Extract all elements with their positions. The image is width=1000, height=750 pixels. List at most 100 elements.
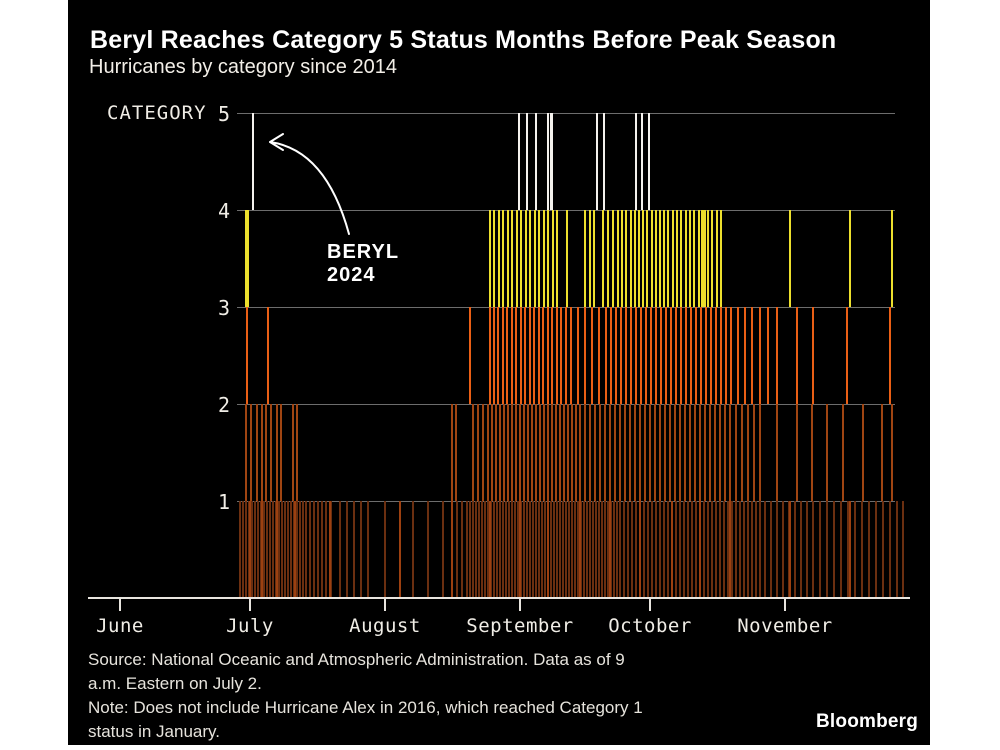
x-axis-label-september: September — [466, 615, 574, 637]
hurricane-line-cat1 — [242, 501, 244, 598]
hurricane-line-cat1 — [868, 501, 870, 598]
hurricane-line-cat4 — [849, 210, 851, 307]
hurricane-line-cat5 — [252, 113, 254, 210]
hurricane-line-cat1 — [782, 501, 784, 598]
hurricane-line-cat1 — [296, 501, 298, 598]
hurricane-line-cat4 — [700, 210, 706, 307]
hurricane-line-cat2 — [724, 404, 726, 501]
hurricane-line-cat3 — [511, 307, 513, 404]
hurricane-line-cat2 — [527, 404, 529, 501]
hurricane-line-cat1 — [305, 501, 307, 598]
hurricane-line-cat1 — [514, 501, 516, 598]
hurricane-line-cat4 — [621, 210, 623, 307]
hurricane-line-cat3 — [685, 307, 687, 404]
hurricane-line-cat3 — [533, 307, 535, 404]
hurricane-line-cat2 — [567, 404, 569, 501]
hurricane-line-cat3 — [625, 307, 627, 404]
hurricane-line-cat1 — [360, 501, 362, 598]
hurricane-line-cat2 — [563, 404, 565, 501]
hurricane-line-cat1 — [639, 501, 641, 598]
hurricane-line-cat4 — [489, 210, 491, 307]
hurricane-line-cat3 — [556, 307, 558, 404]
hurricane-line-cat2 — [491, 404, 493, 501]
hurricane-line-cat3 — [584, 307, 586, 404]
x-axis-tick-october — [649, 598, 651, 611]
hurricane-line-cat3 — [502, 307, 504, 404]
hurricane-line-cat1 — [309, 501, 311, 598]
hurricane-line-cat4 — [693, 210, 695, 307]
hurricane-line-cat1 — [759, 501, 761, 598]
hurricane-line-cat4 — [676, 210, 678, 307]
hurricane-line-cat1 — [595, 501, 597, 598]
hurricane-line-cat3 — [675, 307, 677, 404]
hurricane-line-cat2 — [261, 404, 263, 501]
hurricane-line-cat3 — [680, 307, 682, 404]
hurricane-line-cat2 — [472, 404, 474, 501]
y-axis-label-4: 4 — [217, 199, 230, 223]
hurricane-line-cat1 — [481, 501, 483, 598]
hurricane-line-cat3 — [725, 307, 727, 404]
hurricane-line-cat1 — [663, 501, 665, 598]
y-axis-label-5: 5 — [217, 102, 230, 126]
hurricane-line-cat3 — [640, 307, 642, 404]
hurricane-line-cat1 — [882, 501, 884, 598]
hurricane-line-cat3 — [267, 307, 269, 404]
hurricane-line-cat1 — [239, 501, 241, 598]
hurricane-line-cat5 — [549, 113, 553, 210]
hurricane-line-cat3 — [812, 307, 814, 404]
hurricane-line-cat1 — [472, 501, 474, 598]
hurricane-line-cat1 — [840, 501, 842, 598]
hurricane-line-cat2 — [619, 404, 621, 501]
hurricane-line-cat2 — [881, 404, 883, 501]
hurricane-line-cat4 — [711, 210, 713, 307]
hurricane-line-cat4 — [502, 210, 504, 307]
hurricane-line-cat1 — [339, 501, 341, 598]
hurricane-line-cat2 — [659, 404, 661, 501]
hurricane-line-cat4 — [566, 210, 568, 307]
hurricane-line-cat3 — [246, 307, 248, 404]
hurricane-line-cat4 — [612, 210, 614, 307]
hurricane-line-cat2 — [245, 404, 247, 501]
hurricane-line-cat2 — [776, 404, 778, 501]
hurricane-line-cat3 — [489, 307, 491, 404]
hurricane-line-cat2 — [256, 404, 258, 501]
hurricane-line-cat4 — [634, 210, 636, 307]
hurricane-line-cat1 — [493, 501, 495, 598]
hurricane-line-cat1 — [896, 501, 898, 598]
hurricane-line-cat3 — [776, 307, 778, 404]
hurricane-line-cat1 — [800, 501, 802, 598]
hurricane-line-cat2 — [719, 404, 721, 501]
bloomberg-logo: Bloomberg — [816, 711, 919, 732]
hurricane-line-cat5 — [547, 113, 549, 210]
hurricane-line-cat4 — [529, 210, 531, 307]
hurricane-line-cat4 — [667, 210, 669, 307]
hurricane-line-cat1 — [794, 501, 796, 598]
hurricane-line-cat1 — [847, 501, 849, 598]
hurricane-line-cat2 — [614, 404, 616, 501]
hurricane-line-cat4 — [659, 210, 661, 307]
hurricane-line-cat1 — [691, 501, 693, 598]
hurricane-line-cat3 — [715, 307, 717, 404]
chart-card — [68, 0, 930, 745]
hurricane-line-cat1 — [723, 501, 725, 598]
hurricane-line-cat1 — [321, 501, 323, 598]
hurricane-line-cat3 — [846, 307, 848, 404]
hurricane-line-cat1 — [764, 501, 766, 598]
hurricane-line-cat2 — [735, 404, 737, 501]
hurricane-line-cat2 — [709, 404, 711, 501]
hurricane-line-cat3 — [690, 307, 692, 404]
hurricane-line-cat1 — [451, 501, 453, 598]
hurricane-line-cat1 — [475, 501, 477, 598]
hurricane-line-cat2 — [589, 404, 591, 501]
hurricane-line-cat1 — [538, 501, 540, 598]
hurricane-line-cat2 — [634, 404, 636, 501]
hurricane-line-cat2 — [629, 404, 631, 501]
hurricane-line-cat1 — [699, 501, 701, 598]
hurricane-line-cat2 — [515, 404, 517, 501]
hurricane-line-cat2 — [292, 404, 294, 501]
hurricane-line-cat5 — [603, 113, 605, 210]
hurricane-line-cat1 — [755, 501, 757, 598]
hurricane-line-cat3 — [665, 307, 667, 404]
hurricane-line-cat1 — [789, 501, 791, 598]
hurricane-line-cat4 — [680, 210, 682, 307]
